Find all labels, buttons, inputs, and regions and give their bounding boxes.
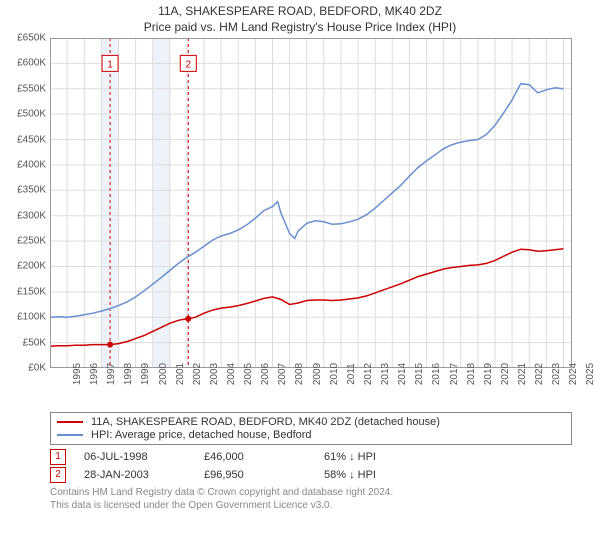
legend-item: HPI: Average price, detached house, Bedf… — [57, 429, 565, 441]
chart-container: 12£0K£50K£100K£150K£200K£250K£300K£350K£… — [0, 38, 600, 406]
chart-svg: 12 — [50, 38, 572, 368]
legend-item: 11A, SHAKESPEARE ROAD, BEDFORD, MK40 2DZ… — [57, 416, 565, 428]
y-axis-tick-label: £50K — [23, 337, 46, 348]
y-axis-tick-label: £400K — [17, 159, 46, 170]
y-axis-tick-label: £450K — [17, 134, 46, 145]
y-axis-tick-label: £0K — [28, 363, 46, 374]
x-axis-tick-label: 2025 — [563, 363, 596, 385]
event-marker-icon: 2 — [50, 467, 66, 483]
chart-title-line1: 11A, SHAKESPEARE ROAD, BEDFORD, MK40 2DZ — [0, 4, 600, 18]
legend-swatch — [57, 421, 83, 423]
event-row: 2 28-JAN-2003 £96,950 58% ↓ HPI — [50, 467, 572, 483]
legend: 11A, SHAKESPEARE ROAD, BEDFORD, MK40 2DZ… — [50, 412, 572, 445]
event-date: 28-JAN-2003 — [84, 469, 204, 481]
y-axis-tick-label: £100K — [17, 312, 46, 323]
svg-text:2: 2 — [186, 59, 192, 70]
y-axis-tick-label: £200K — [17, 261, 46, 272]
y-axis-tick-label: £150K — [17, 286, 46, 297]
event-row: 1 06-JUL-1998 £46,000 61% ↓ HPI — [50, 449, 572, 465]
footnote-line: This data is licensed under the Open Gov… — [50, 500, 572, 513]
y-axis-tick-label: £600K — [17, 58, 46, 69]
event-delta: 61% ↓ HPI — [324, 451, 376, 463]
footnote: Contains HM Land Registry data © Crown c… — [50, 487, 572, 512]
y-axis-tick-label: £500K — [17, 109, 46, 120]
y-axis-tick-label: £550K — [17, 83, 46, 94]
event-price: £96,950 — [204, 469, 324, 481]
y-axis-tick-label: £350K — [17, 185, 46, 196]
y-axis-tick-label: £300K — [17, 210, 46, 221]
event-marker-icon: 1 — [50, 449, 66, 465]
line-chart: 12£0K£50K£100K£150K£200K£250K£300K£350K£… — [50, 38, 572, 406]
y-axis-tick-label: £650K — [17, 33, 46, 44]
event-delta: 58% ↓ HPI — [324, 469, 376, 481]
legend-label: 11A, SHAKESPEARE ROAD, BEDFORD, MK40 2DZ… — [91, 416, 440, 428]
event-price: £46,000 — [204, 451, 324, 463]
events-table: 1 06-JUL-1998 £46,000 61% ↓ HPI 2 28-JAN… — [50, 449, 572, 483]
svg-text:1: 1 — [107, 59, 113, 70]
event-date: 06-JUL-1998 — [84, 451, 204, 463]
y-axis-tick-label: £250K — [17, 236, 46, 247]
chart-title-line2: Price paid vs. HM Land Registry's House … — [0, 20, 600, 34]
legend-label: HPI: Average price, detached house, Bedf… — [91, 429, 312, 441]
footnote-line: Contains HM Land Registry data © Crown c… — [50, 487, 572, 500]
legend-swatch — [57, 434, 83, 436]
